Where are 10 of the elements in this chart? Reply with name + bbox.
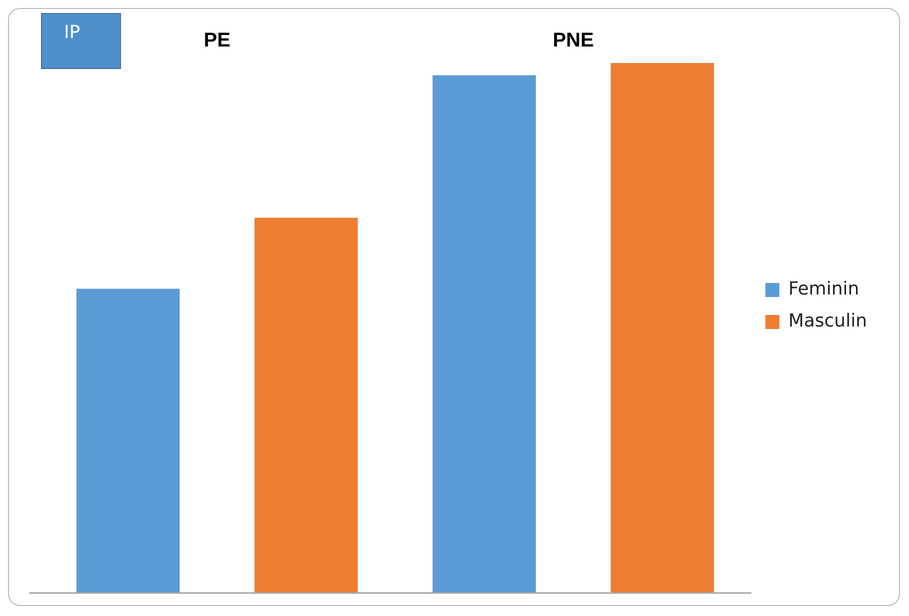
x-tick-label: PNE — [552, 30, 594, 52]
x-tick-label: PE — [204, 30, 230, 52]
bar — [254, 218, 358, 593]
bar — [76, 288, 180, 593]
chart-title: IP — [64, 22, 80, 43]
legend-label: Masculin — [788, 310, 868, 332]
bar — [432, 75, 536, 593]
bar — [610, 63, 714, 593]
title-box: IP — [41, 13, 121, 69]
legend-label: Feminin — [788, 278, 860, 300]
